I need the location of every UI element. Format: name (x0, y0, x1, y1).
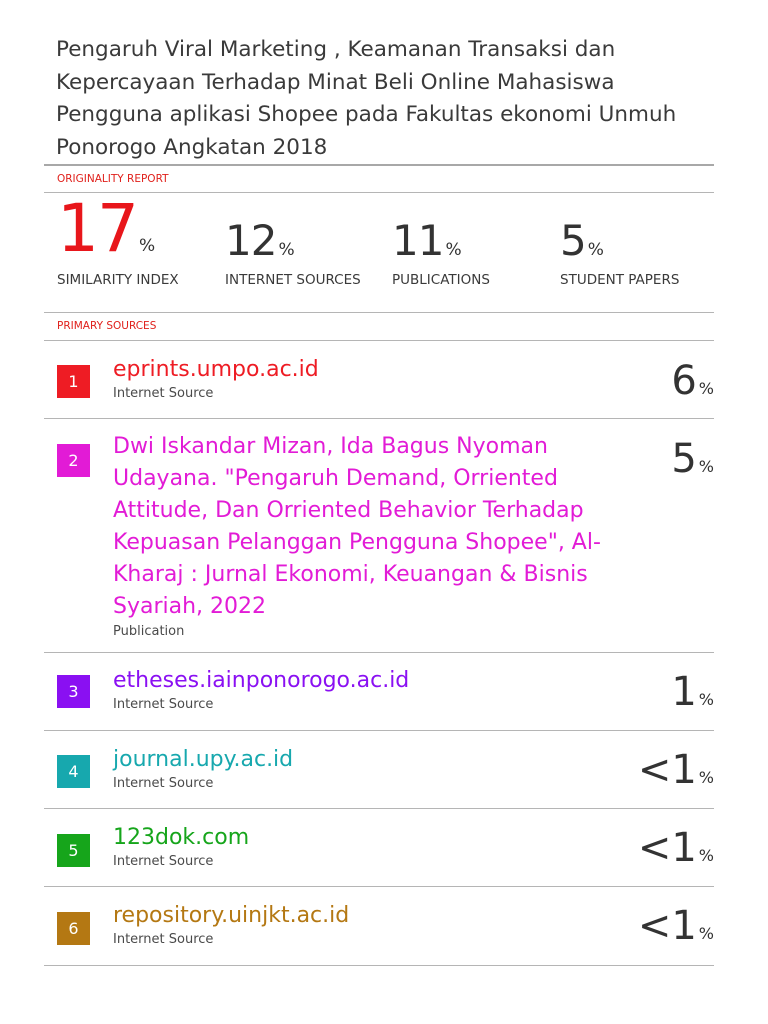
source-rank-badge-3: 3 (57, 675, 90, 708)
source-divider-6 (44, 965, 714, 966)
source-item-1: 1 eprints.umpo.ac.id Internet Source 6% (44, 341, 714, 418)
source-percent-1: 6% (671, 358, 714, 404)
source-title-1[interactable]: eprints.umpo.ac.id (113, 357, 319, 382)
originality-report-label: ORIGINALITY REPORT (57, 173, 169, 185)
source-title-6[interactable]: repository.uinjkt.ac.id (113, 903, 350, 928)
similarity-index-value: 17% (57, 190, 156, 267)
primary-sources-divider (44, 340, 714, 341)
source-divider-4 (44, 808, 714, 809)
report-divider (44, 192, 714, 193)
source-type-6: Internet Source (113, 932, 214, 947)
source-rank-badge-5: 5 (57, 834, 90, 867)
publications-value: 11% (392, 216, 462, 265)
source-item-5: 5 123dok.com Internet Source <1% (44, 809, 714, 886)
source-percent-5: <1% (637, 825, 714, 871)
internet-sources-label: INTERNET SOURCES (225, 272, 361, 288)
similarity-index-label: SIMILARITY INDEX (57, 272, 179, 288)
source-type-4: Internet Source (113, 776, 214, 791)
source-title-5[interactable]: 123dok.com (113, 825, 250, 850)
student-papers-label: STUDENT PAPERS (560, 272, 680, 288)
source-type-2: Publication (113, 624, 185, 639)
title-divider (44, 164, 714, 166)
source-divider-5 (44, 886, 714, 887)
primary-sources-label: PRIMARY SOURCES (57, 320, 157, 332)
source-divider-2 (44, 652, 714, 653)
source-percent-2: 5% (671, 436, 714, 482)
source-rank-badge-6: 6 (57, 912, 90, 945)
stats-divider (44, 312, 714, 313)
publications-label: PUBLICATIONS (392, 272, 490, 288)
source-rank-badge-2: 2 (57, 444, 90, 477)
source-type-3: Internet Source (113, 697, 214, 712)
source-percent-4: <1% (637, 747, 714, 793)
source-item-6: 6 repository.uinjkt.ac.id Internet Sourc… (44, 887, 714, 965)
source-type-1: Internet Source (113, 386, 214, 401)
source-rank-badge-1: 1 (57, 365, 90, 398)
source-percent-3: 1% (671, 669, 714, 715)
source-percent-6: <1% (637, 903, 714, 949)
source-item-2: 2 Dwi Iskandar Mizan, Ida Bagus Nyoman U… (44, 419, 714, 652)
source-divider-1 (44, 418, 714, 419)
source-title-4[interactable]: journal.upy.ac.id (113, 747, 294, 772)
source-type-5: Internet Source (113, 854, 214, 869)
source-title-3[interactable]: etheses.iainponorogo.ac.id (113, 668, 410, 693)
student-papers-value: 5% (560, 216, 604, 265)
source-item-3: 3 etheses.iainponorogo.ac.id Internet So… (44, 653, 714, 730)
document-title: Pengaruh Viral Marketing , Keamanan Tran… (56, 37, 677, 160)
source-title-2[interactable]: Dwi Iskandar Mizan, Ida Bagus Nyoman Uda… (113, 434, 601, 619)
source-divider-3 (44, 730, 714, 731)
internet-sources-value: 12% (225, 216, 295, 265)
source-item-4: 4 journal.upy.ac.id Internet Source <1% (44, 731, 714, 808)
source-rank-badge-4: 4 (57, 755, 90, 788)
